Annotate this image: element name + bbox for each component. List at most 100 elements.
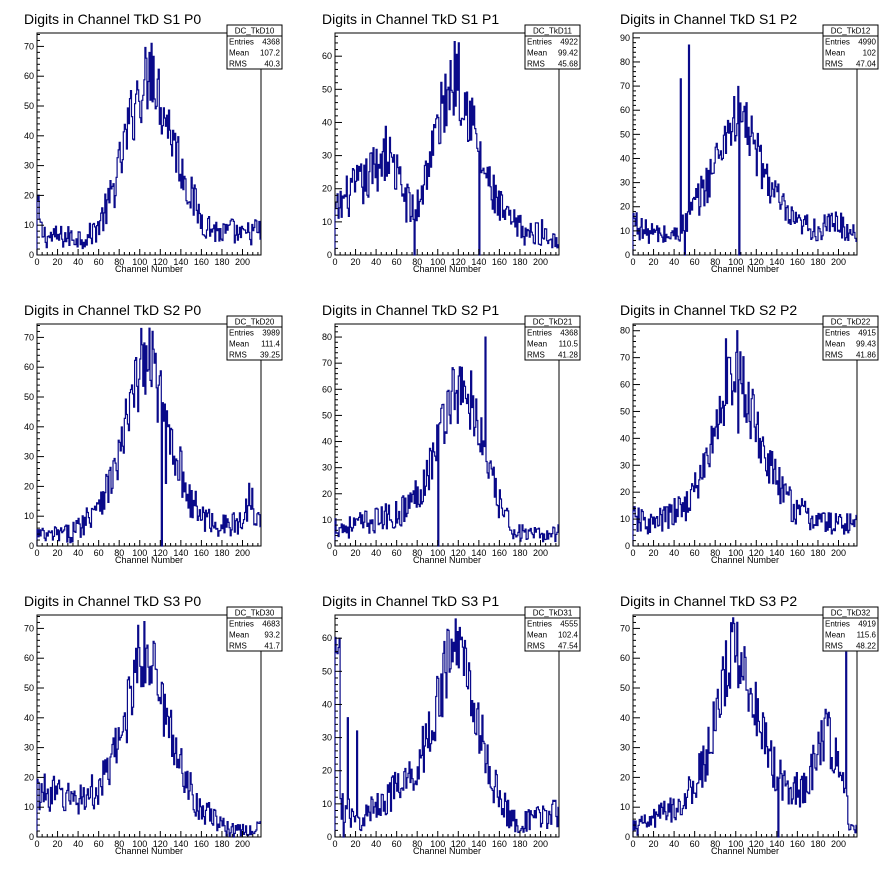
stats-entries-label: Entries — [229, 38, 254, 47]
y-tick-label: 70 — [620, 623, 630, 633]
x-tick-label: 100 — [430, 839, 445, 849]
x-tick-label: 200 — [533, 548, 548, 558]
x-tick-label: 20 — [351, 839, 361, 849]
x-tick-label: 200 — [533, 839, 548, 849]
y-tick-label: 30 — [322, 151, 332, 161]
x-tick-label: 120 — [451, 257, 466, 267]
x-tick-label: 120 — [153, 548, 168, 558]
y-tick-label: 0 — [625, 250, 630, 260]
stats-entries-label: Entries — [825, 620, 850, 629]
x-tick-label: 180 — [214, 548, 229, 558]
y-tick-label: 60 — [322, 51, 332, 61]
y-tick-label: 0 — [625, 832, 630, 842]
y-tick-label: 60 — [620, 105, 630, 115]
x-tick-label: 200 — [831, 548, 846, 558]
histogram-svg: Digits in Channel TkD S3 P10 20 40 60 80 100 1… — [322, 593, 581, 856]
y-tick-label: 40 — [322, 699, 332, 709]
stats-box: DC_TkD11 Entries 4922 Mean 99.42 RMS 45.68 — [524, 24, 581, 70]
stats-entries-value: 4990 — [858, 38, 876, 47]
x-axis-label: Channel Number — [413, 555, 481, 565]
y-tick-label: 30 — [322, 733, 332, 743]
y-tick-label: 40 — [24, 422, 34, 432]
stats-entries-value: 4555 — [560, 620, 578, 629]
x-tick-label: 160 — [790, 257, 805, 267]
y-tick-label: 60 — [322, 384, 332, 394]
x-tick-label: 60 — [690, 257, 700, 267]
x-tick-label: 60 — [392, 839, 402, 849]
histogram-svg: Digits in Channel TkD S1 P20 20 40 60 80 100 1… — [620, 11, 879, 274]
x-tick-label: 160 — [790, 548, 805, 558]
plot-frame — [334, 323, 560, 547]
stats-entries-label: Entries — [825, 329, 850, 338]
plot-frame — [632, 614, 858, 838]
x-tick-label: 0 — [34, 257, 39, 267]
x-tick-label: 200 — [831, 839, 846, 849]
x-tick-label: 120 — [749, 257, 764, 267]
stats-entries-value: 4915 — [858, 329, 876, 338]
x-tick-label: 40 — [669, 839, 679, 849]
stats-mean-value: 107.2 — [260, 49, 281, 58]
y-tick-label: 50 — [620, 406, 630, 416]
y-tick-label: 80 — [620, 57, 630, 67]
stats-box-frame — [822, 24, 879, 70]
stats-rms-value: 39.25 — [260, 351, 281, 360]
x-tick-label: 60 — [94, 548, 104, 558]
x-tick-label: 200 — [235, 257, 250, 267]
plot-frame — [36, 32, 262, 256]
stats-box-frame — [822, 606, 879, 652]
stats-name: DC_TkD30 — [235, 609, 275, 618]
stats-entries-value: 4368 — [560, 329, 578, 338]
x-tick-label: 120 — [451, 839, 466, 849]
stats-mean-label: Mean — [825, 340, 845, 349]
x-tick-label: 0 — [630, 257, 635, 267]
plot-frame — [36, 323, 262, 547]
y-tick-label: 40 — [322, 117, 332, 127]
y-tick-label: 20 — [24, 481, 34, 491]
histogram-line — [36, 327, 261, 547]
y-tick-label: 60 — [24, 362, 34, 372]
x-tick-label: 100 — [430, 257, 445, 267]
histogram-svg: Digits in Channel TkD S3 P00 20 40 60 80 100 1… — [24, 593, 283, 856]
y-tick-label: 30 — [620, 178, 630, 188]
x-tick-label: 180 — [810, 839, 825, 849]
x-tick-label: 160 — [194, 257, 209, 267]
x-tick-label: 180 — [214, 839, 229, 849]
y-tick-label: 40 — [620, 713, 630, 723]
x-tick-label: 140 — [471, 257, 486, 267]
x-tick-label: 40 — [73, 839, 83, 849]
y-tick-label: 10 — [24, 802, 34, 812]
x-tick-label: 60 — [392, 548, 402, 558]
stats-box: DC_TkD30 Entries 4683 Mean 93.2 RMS 41.7 — [226, 606, 283, 652]
y-tick-label: 50 — [24, 101, 34, 111]
x-tick-label: 0 — [332, 548, 337, 558]
stats-mean-value: 93.2 — [264, 631, 280, 640]
stats-entries-label: Entries — [527, 620, 552, 629]
y-tick-label: 10 — [620, 802, 630, 812]
histogram-svg: Digits in Channel TkD S2 P20 20 40 60 80 100 1… — [620, 302, 879, 565]
x-axis-label: Channel Number — [413, 846, 481, 856]
y-tick-label: 30 — [24, 743, 34, 753]
x-tick-label: 100 — [728, 839, 743, 849]
y-tick-label: 30 — [24, 452, 34, 462]
x-tick-label: 60 — [94, 257, 104, 267]
stats-box-frame — [524, 24, 581, 70]
plot-frame — [36, 614, 262, 838]
stats-box-frame — [822, 315, 879, 361]
x-tick-label: 0 — [332, 257, 337, 267]
stats-entries-value: 4919 — [858, 620, 876, 629]
x-tick-label: 160 — [194, 548, 209, 558]
x-tick-label: 80 — [710, 548, 720, 558]
chart-title: Digits in Channel TkD S3 P1 — [322, 593, 499, 609]
x-tick-label: 100 — [728, 257, 743, 267]
stats-entries-label: Entries — [229, 620, 254, 629]
stats-mean-value: 111.4 — [261, 340, 280, 349]
stats-rms-value: 47.04 — [856, 60, 877, 69]
x-tick-label: 80 — [114, 257, 124, 267]
stats-box: DC_TkD22 Entries 4915 Mean 99.43 RMS 41.86 — [822, 315, 879, 361]
x-tick-label: 40 — [73, 257, 83, 267]
stats-entries-label: Entries — [527, 329, 552, 338]
y-tick-label: 10 — [24, 220, 34, 230]
stats-box-frame — [226, 315, 283, 361]
x-tick-label: 0 — [332, 839, 337, 849]
histogram-panel-dc-tkd12: Digits in Channel TkD S1 P2 0 20 40 60 80 100 1… — [596, 0, 886, 290]
